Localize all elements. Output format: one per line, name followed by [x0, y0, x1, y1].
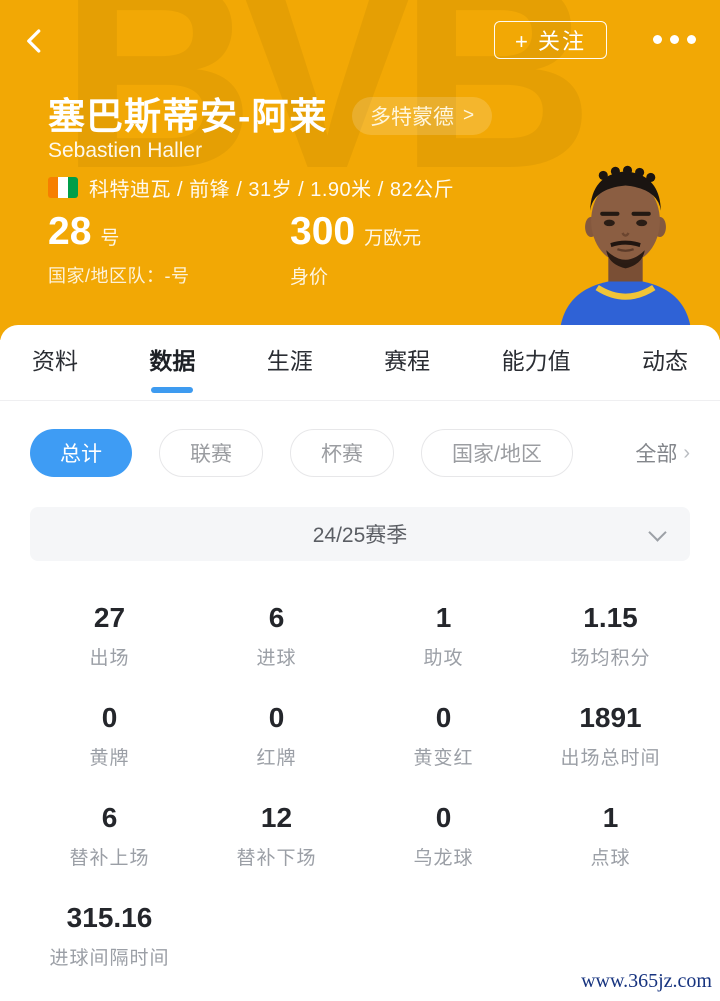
tab-data[interactable]: 数据	[143, 332, 201, 393]
player-photo	[543, 138, 708, 325]
dot-icon	[653, 34, 662, 44]
tab-ability[interactable]: 能力值	[501, 347, 571, 374]
back-chevron-icon	[27, 29, 41, 53]
shirt-number: 28	[48, 210, 92, 253]
market-value-block: 300 万欧元	[290, 210, 421, 254]
stat-sub-on: 6 替补上场	[69, 802, 150, 869]
team-name: 多特蒙德	[370, 106, 454, 129]
shirt-number-unit: 号	[100, 228, 120, 249]
player-info-row: 科特迪瓦 / 前锋 / 31岁 / 1.90米 / 82公斤	[48, 173, 454, 202]
chevron-down-icon	[648, 523, 667, 542]
filter-pill-total[interactable]: 总计	[30, 429, 132, 477]
stat-own-goals: 0 乌龙球	[413, 802, 474, 869]
stat-penalties: 1 点球	[590, 802, 631, 869]
tab-news[interactable]: 动态	[641, 347, 688, 374]
dot-icon	[687, 34, 696, 44]
club-logo-watermark: BVB	[60, 0, 594, 225]
stat-red-cards: 0 红牌	[256, 702, 297, 769]
player-name-en: Sebastien Haller	[48, 139, 203, 162]
stat-appearances: 27 出场	[89, 602, 130, 669]
dot-icon	[670, 34, 679, 44]
tab-profile[interactable]: 资料	[32, 347, 78, 374]
season-selector[interactable]: 24/25赛季	[30, 507, 690, 561]
stats-card: 资料 数据 生涯 赛程 能力值 动态 总计 联赛 杯赛 国家/地区 全部 › 2…	[0, 325, 720, 1001]
cote-divoire-flag-icon	[48, 177, 78, 198]
market-value-label: 身价	[290, 267, 329, 288]
filter-pill-national[interactable]: 国家/地区	[421, 429, 573, 477]
shirt-number-block: 28 号	[48, 210, 119, 254]
back-button[interactable]	[18, 24, 52, 58]
player-info-text: 科特迪瓦 / 前锋 / 31岁 / 1.90米 / 82公斤	[89, 179, 455, 201]
market-value: 300	[290, 210, 356, 253]
chevron-right-icon: ›	[683, 441, 690, 464]
team-link[interactable]: 多特蒙德 >	[352, 97, 493, 135]
filter-pill-cup[interactable]: 杯赛	[290, 429, 394, 477]
stat-assists: 1 助攻	[423, 602, 464, 669]
stat-yellow-cards: 0 黄牌	[89, 702, 130, 769]
stat-second-yellow: 0 黄变红	[413, 702, 474, 769]
tab-career[interactable]: 生涯	[266, 347, 313, 374]
active-tab-underline	[151, 386, 194, 393]
watermark-link[interactable]: www.365jz.com	[581, 970, 712, 992]
more-menu-button[interactable]	[653, 30, 696, 48]
follow-button[interactable]: + 关注	[494, 21, 607, 59]
filter-row: 总计 联赛 杯赛 国家/地区 全部 ›	[30, 429, 690, 477]
stats-grid: 27 出场 6 进球 1 助攻 1.15 场均积分 0 黄牌 0 红牌	[26, 601, 694, 971]
season-label: 24/25赛季	[312, 524, 408, 547]
national-team-number: 国家/地区队：-号	[48, 266, 190, 286]
stat-avg-points: 1.15 场均积分	[570, 602, 651, 669]
filter-pill-league[interactable]: 联赛	[159, 429, 263, 477]
tab-schedule[interactable]: 赛程	[384, 347, 431, 374]
stat-goals: 6 进球	[256, 602, 297, 669]
player-header: BVB + 关注 塞巴斯蒂安-阿莱 多特蒙德 > Sebastien Halle…	[0, 0, 720, 340]
player-name: 塞巴斯蒂安-阿莱	[48, 96, 328, 137]
market-value-unit: 万欧元	[364, 228, 422, 249]
tab-bar: 资料 数据 生涯 赛程 能力值 动态	[0, 325, 720, 401]
stat-minutes-played: 1891 出场总时间	[560, 702, 661, 769]
stat-sub-off: 12 替补下场	[236, 802, 317, 869]
stat-mins-per-goal: 315.16 进球间隔时间	[49, 902, 170, 969]
chevron-right-icon: >	[463, 105, 475, 126]
filter-all-link[interactable]: 全部 ›	[635, 441, 690, 467]
